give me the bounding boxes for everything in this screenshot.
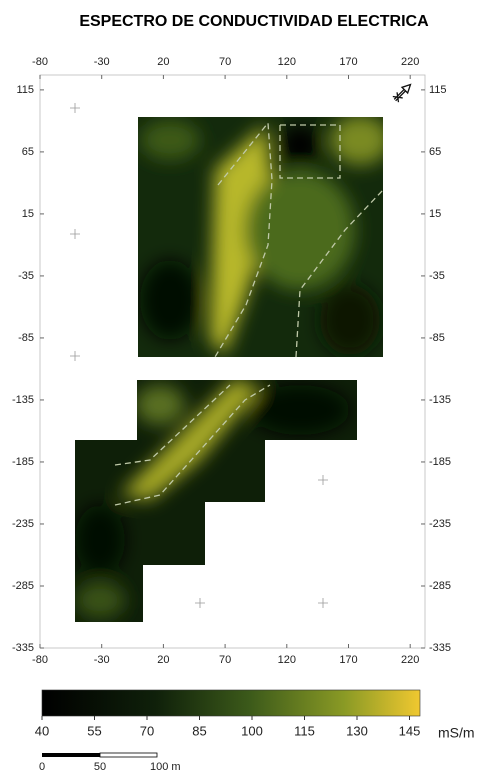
x-tick-label-bottom: -80 — [32, 654, 48, 666]
y-tick-label-left: -135 — [12, 394, 34, 406]
x-tick-label-bottom: 120 — [278, 654, 296, 666]
x-tick-label-top: 120 — [278, 56, 296, 68]
y-tick-label-left: 65 — [22, 146, 34, 158]
x-tick-label-bottom: 70 — [219, 654, 231, 666]
y-tick-label-left: -335 — [12, 642, 34, 654]
anomaly-outline — [279, 124, 341, 179]
x-tick-label-bottom: 170 — [339, 654, 357, 666]
x-tick-label-top: 70 — [219, 56, 231, 68]
y-tick-label-right: -285 — [429, 580, 451, 592]
colorbar-unit: mS/m — [438, 725, 475, 741]
y-tick-label-left: 15 — [22, 208, 34, 220]
anomaly-outline — [214, 121, 273, 358]
x-tick-label-bottom: 220 — [401, 654, 419, 666]
x-tick-label-top: 220 — [401, 56, 419, 68]
scale-bar-segment — [99, 752, 158, 758]
lower-survey-area — [75, 380, 357, 622]
colorbar-tick-label: 85 — [192, 723, 206, 738]
anomaly-outline — [295, 189, 384, 358]
x-tick-label-top: -80 — [32, 56, 48, 68]
scale-bar-segment — [42, 753, 100, 757]
anomaly-outline — [114, 384, 231, 466]
north-arrow — [392, 83, 412, 103]
scale-label: 50 — [94, 761, 106, 773]
y-tick-label-right: -235 — [429, 518, 451, 530]
y-tick-label-left: -285 — [12, 580, 34, 592]
x-tick-label-bottom: -30 — [94, 654, 110, 666]
colorbar-tick-label: 55 — [87, 723, 101, 738]
anomaly-outline — [114, 384, 271, 506]
colorbar-tick-label: 70 — [140, 723, 154, 738]
y-tick-label-left: -85 — [18, 332, 34, 344]
y-tick-label-left: -35 — [18, 270, 34, 282]
map-title: ESPECTRO DE CONDUCTIVIDAD ELECTRICA — [79, 13, 429, 30]
y-tick-label-right: 65 — [429, 146, 441, 158]
upper-survey-area — [138, 117, 383, 357]
map-frame — [39, 74, 426, 649]
y-tick-label-right: -185 — [429, 456, 451, 468]
scale-label: 100 m — [150, 761, 181, 773]
grid-crosses — [70, 103, 328, 608]
scale-label: 0 — [39, 761, 45, 773]
y-tick-label-right: -135 — [429, 394, 451, 406]
y-tick-label-right: 15 — [429, 208, 441, 220]
y-tick-label-left: 115 — [16, 84, 34, 96]
colorbar-tick-label: 115 — [294, 723, 315, 738]
colorbar-tick-label: 145 — [399, 723, 421, 738]
y-tick-label-left: -235 — [12, 518, 34, 530]
x-tick-label-top: -30 — [94, 56, 110, 68]
colorbar-tick-label: 100 — [241, 723, 263, 738]
x-tick-label-top: 20 — [157, 56, 169, 68]
y-tick-label-right: 115 — [429, 84, 447, 96]
colorbar-tick-label: 130 — [346, 723, 368, 738]
x-tick-label-bottom: 20 — [157, 654, 169, 666]
colorbar-tick-label: 40 — [35, 723, 49, 738]
y-tick-label-right: -335 — [429, 642, 451, 654]
y-tick-label-right: -85 — [429, 332, 445, 344]
y-tick-label-right: -35 — [429, 270, 445, 282]
x-tick-label-top: 170 — [339, 56, 357, 68]
y-tick-label-left: -185 — [12, 456, 34, 468]
colorbar — [41, 689, 421, 717]
